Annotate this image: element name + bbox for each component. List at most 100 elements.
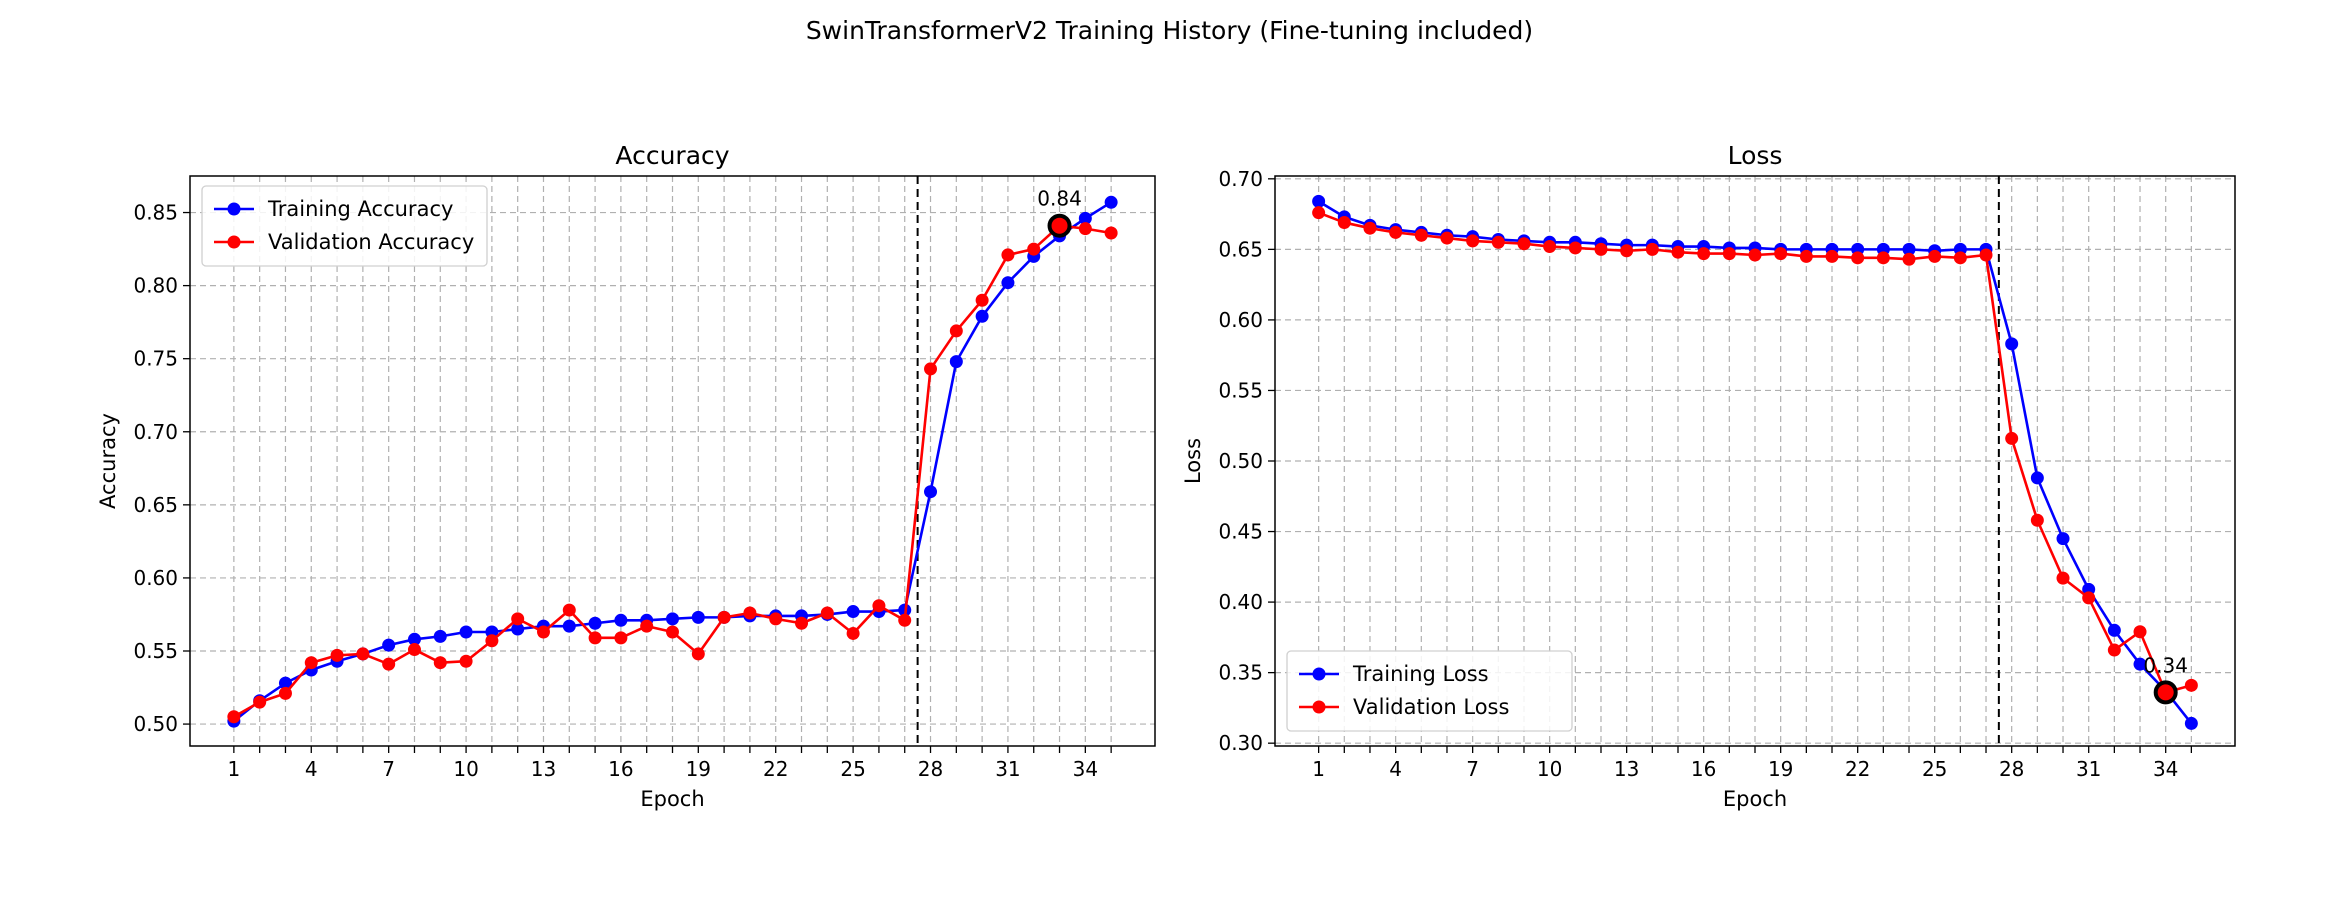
data-point: [1543, 240, 1557, 254]
data-point: [2107, 623, 2121, 637]
x-tick-label: 19: [686, 757, 711, 781]
data-point: [253, 695, 267, 709]
data-point: [1078, 211, 1092, 225]
data-point: [1979, 248, 1993, 262]
legend-swatch-marker: [227, 235, 241, 249]
x-axis-label: Epoch: [1723, 787, 1787, 811]
data-point: [691, 647, 705, 661]
best-point-marker: [1047, 213, 1072, 238]
x-tick-label: 25: [840, 757, 865, 781]
legend-swatch-marker: [1312, 667, 1326, 681]
y-tick-label: 0.70: [1218, 167, 1263, 191]
data-point: [1389, 225, 1403, 239]
data-point: [1104, 226, 1118, 240]
data-point: [691, 610, 705, 624]
data-point: [2056, 571, 2070, 585]
data-point: [2133, 657, 2147, 671]
x-tick-label: 16: [608, 757, 633, 781]
legend: Training Loss Validation Loss: [1286, 650, 1573, 732]
data-point: [1902, 242, 1916, 256]
data-point: [614, 631, 628, 645]
data-point: [949, 355, 963, 369]
x-tick-label: 1: [227, 757, 240, 781]
data-point: [1748, 248, 1762, 262]
data-point: [1876, 251, 1890, 265]
data-point: [924, 362, 938, 376]
data-point: [278, 686, 292, 700]
legend-box: [201, 185, 488, 267]
data-point: [2184, 716, 2198, 730]
y-axis-label: Loss: [1181, 438, 1205, 484]
data-point: [820, 606, 834, 620]
data-point: [1799, 249, 1813, 263]
x-tick-label: 10: [453, 757, 478, 781]
x-tick-label: 13: [1614, 757, 1639, 781]
x-tick-label: 34: [1073, 757, 1098, 781]
data-point: [2107, 643, 2121, 657]
x-tick-label: 31: [2076, 757, 2101, 781]
data-point: [433, 629, 447, 643]
data-point: [1568, 241, 1582, 255]
data-point: [1078, 222, 1092, 236]
y-tick-label: 0.35: [1218, 661, 1263, 685]
data-point: [356, 647, 370, 661]
data-point: [1517, 237, 1531, 251]
data-point: [278, 676, 292, 690]
x-tick-label: 7: [1466, 757, 1479, 781]
best-point-label: 0.84: [1037, 187, 1082, 211]
data-point: [1671, 245, 1685, 259]
data-point: [1440, 231, 1454, 245]
x-tick-label: 7: [382, 757, 395, 781]
y-tick-label: 0.30: [1218, 731, 1263, 755]
data-point: [433, 656, 447, 670]
y-tick-label: 0.55: [133, 639, 178, 663]
data-point: [1466, 234, 1480, 248]
data-point: [330, 648, 344, 662]
data-point: [1620, 244, 1634, 258]
data-point: [227, 710, 241, 724]
data-point: [1001, 276, 1015, 290]
data-point: [640, 619, 654, 633]
axes-frame: [1274, 175, 2236, 747]
data-point: [1312, 206, 1326, 220]
legend-entry: Validation Accuracy: [268, 230, 474, 254]
y-tick-label: 0.65: [1218, 237, 1263, 261]
series-validation-accuracy: [227, 219, 1118, 724]
y-axis-label: Accuracy: [96, 413, 120, 509]
grid-lines: [1275, 176, 2235, 746]
data-point: [407, 632, 421, 646]
x-tick-label: 4: [1389, 757, 1402, 781]
data-point: [1902, 252, 1916, 266]
data-point: [949, 324, 963, 338]
x-tick-label: 34: [2153, 757, 2178, 781]
loss-chart: 1 4 7 10 13 16 19 22 25 28 31 34 0.30 0.35 0.40 0.45 0.5…: [1181, 141, 2236, 811]
data-point: [588, 631, 602, 645]
x-tick-label: 16: [1691, 757, 1716, 781]
data-point: [872, 599, 886, 613]
y-tick-label: 0.60: [1218, 308, 1263, 332]
legend-entry: Training Loss: [1352, 662, 1489, 686]
data-point: [2030, 513, 2044, 527]
data-point: [382, 657, 396, 671]
data-point: [924, 485, 938, 499]
x-tick-label: 4: [305, 757, 318, 781]
data-point: [1697, 247, 1711, 261]
x-tick-label: 13: [531, 757, 556, 781]
x-tick-label: 31: [995, 757, 1020, 781]
figure-title: SwinTransformerV2 Training History (Fine…: [806, 16, 1533, 45]
y-tick-label: 0.45: [1218, 520, 1263, 544]
data-point: [614, 613, 628, 627]
data-point: [769, 612, 783, 626]
data-point: [1337, 216, 1351, 230]
x-tick-label: 22: [763, 757, 788, 781]
data-point: [1104, 195, 1118, 209]
data-point: [304, 656, 318, 670]
data-point: [1722, 247, 1736, 261]
data-point: [1851, 251, 1865, 265]
data-point: [511, 612, 525, 626]
y-tick-label: 0.50: [1218, 449, 1263, 473]
x-tick-label: 25: [1922, 757, 1947, 781]
x-tick-label: 10: [1537, 757, 1562, 781]
data-point: [898, 613, 912, 627]
y-tick-label: 0.65: [133, 493, 178, 517]
